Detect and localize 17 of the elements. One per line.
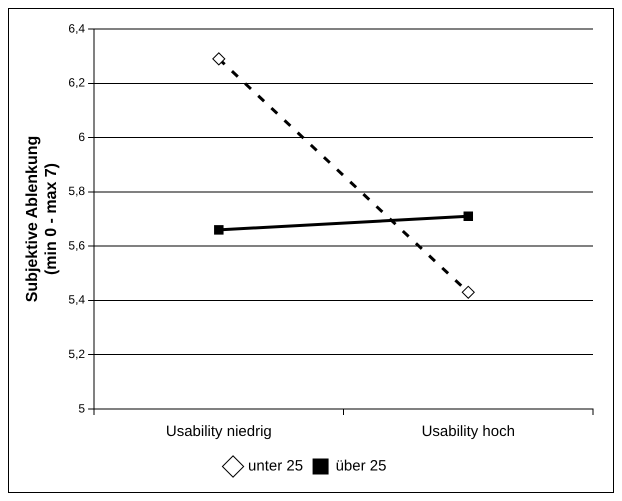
y-tick-label: 6,4: [68, 21, 86, 36]
y-tick-label: 6,2: [68, 76, 86, 90]
point: [464, 212, 474, 222]
y-tick-label: 5,6: [68, 238, 86, 252]
legend-label: über 25: [336, 458, 386, 475]
y-axis-title: Subjektive Ablenkung (min 0 - max 7): [24, 136, 60, 302]
x-tick-label: Usability hoch: [422, 423, 515, 440]
y-tick-label: 5,4: [68, 292, 86, 307]
y-tick-label: 5,2: [68, 347, 86, 362]
y-tick-label: 6: [78, 130, 86, 144]
point: [462, 286, 475, 299]
y-tick-label: 5: [78, 401, 86, 416]
point: [214, 225, 224, 235]
legend-label: unter 25: [248, 458, 304, 475]
x-tick-label: Usability niedrig: [166, 423, 272, 440]
point: [212, 52, 226, 66]
y-tick-label: 5,8: [68, 184, 86, 198]
